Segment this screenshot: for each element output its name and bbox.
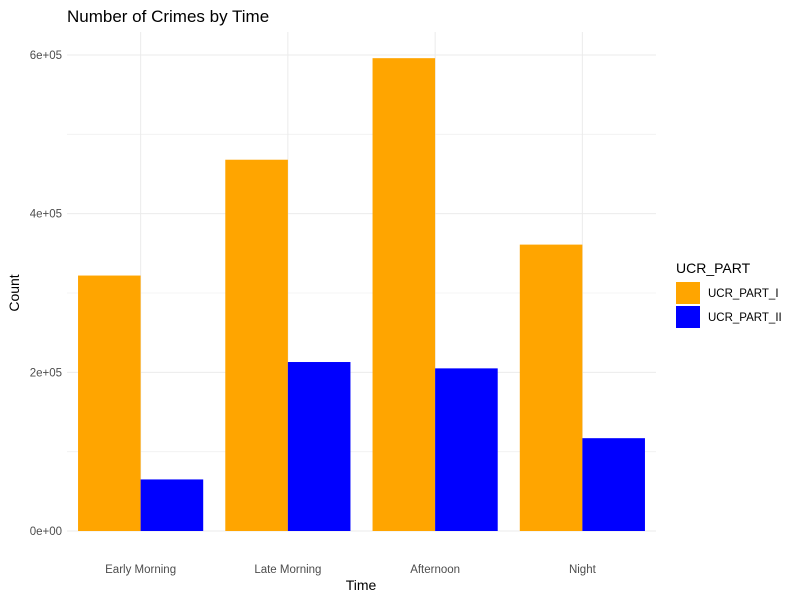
x-tick-label-afternoon: Afternoon bbox=[410, 564, 460, 576]
chart-title: Number of Crimes by Time bbox=[67, 7, 269, 26]
y-tick-label: 6e+05 bbox=[30, 50, 62, 62]
x-axis-title: Time bbox=[346, 577, 377, 593]
y-axis-title: Count bbox=[6, 274, 22, 311]
legend-swatch-ucr-part-i bbox=[676, 282, 700, 304]
x-axis-ticks: Early Morning Late Morning Afternoon Night bbox=[105, 564, 596, 576]
y-tick-label: 2e+05 bbox=[30, 367, 62, 379]
bar-ucr-part-i-night bbox=[519, 244, 583, 531]
x-tick-label-night: Night bbox=[569, 564, 597, 576]
bar-ucr-part-ii-night bbox=[582, 438, 645, 531]
x-tick-label-late-morning: Late Morning bbox=[254, 564, 321, 576]
x-tick-label-early-morning: Early Morning bbox=[105, 564, 176, 576]
bar-ucr-part-ii-afternoon bbox=[435, 368, 498, 531]
y-tick-label: 0e+00 bbox=[30, 526, 62, 538]
bar-ucr-part-i-early-morning bbox=[78, 275, 141, 531]
bar-ucr-part-i-afternoon bbox=[372, 58, 436, 531]
y-axis-ticks: 0e+00 2e+05 4e+05 6e+05 bbox=[30, 50, 62, 538]
bars bbox=[78, 58, 645, 531]
bar-ucr-part-ii-late-morning bbox=[287, 362, 351, 531]
legend: UCR_PART UCR_PART_I UCR_PART_II bbox=[676, 260, 782, 328]
legend-title: UCR_PART bbox=[676, 260, 751, 276]
y-tick-label: 4e+05 bbox=[30, 209, 62, 221]
legend-label-ucr-part-ii: UCR_PART_II bbox=[708, 312, 782, 324]
bar-ucr-part-ii-early-morning bbox=[140, 479, 204, 531]
legend-swatch-ucr-part-ii bbox=[676, 306, 700, 328]
legend-label-ucr-part-i: UCR_PART_I bbox=[708, 288, 779, 300]
bar-ucr-part-i-late-morning bbox=[225, 159, 288, 531]
